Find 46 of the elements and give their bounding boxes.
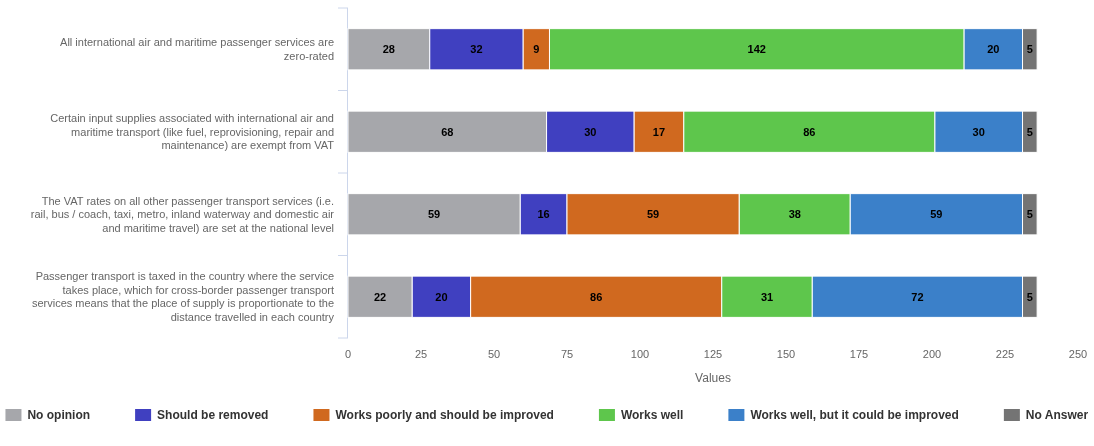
data-label: 31 <box>760 290 774 303</box>
data-label: 22 <box>373 290 387 303</box>
data-label: 28 <box>382 43 396 56</box>
data-label: 5 <box>1026 290 1033 303</box>
data-label: 68 <box>441 125 454 138</box>
x-tick-label: 175 <box>849 348 869 360</box>
data-label: 86 <box>803 125 816 138</box>
data-label: 16 <box>537 208 550 221</box>
y-tick-label: All international air and maritime passenger services are zero-rated <box>60 36 334 62</box>
data-label: 5 <box>1026 43 1033 56</box>
data-label: 38 <box>788 208 801 221</box>
data-label: 59 <box>930 208 943 221</box>
legend-label: No Answer <box>1025 408 1089 423</box>
data-label: 59 <box>428 208 441 221</box>
x-tick-label: 0 <box>344 348 352 360</box>
legend-label: Works well, but it could be improved <box>750 408 959 423</box>
data-label: 59 <box>647 208 660 221</box>
x-tick-label: 225 <box>995 348 1015 360</box>
legend-label: Should be removed <box>157 408 269 423</box>
x-tick-label: 50 <box>487 348 501 360</box>
legend-label: Works well <box>620 408 684 423</box>
data-label: 5 <box>1026 125 1033 138</box>
y-tick-label: Certain input supplies associated with international air and maritime transport (like fuel, reprovisioning, repair and maintenance) are exempt from VAT <box>50 112 335 152</box>
y-tick-label: Passenger transport is taxed in the country where the service takes place, which for cross-border passenger transport services means that the place of supply is proportionate to the distance travelled in each country <box>31 270 335 323</box>
x-tick-label: 125 <box>703 348 723 360</box>
data-label: 9 <box>533 43 540 56</box>
legend-label: Works poorly and should be improved <box>335 408 554 423</box>
data-label: 72 <box>911 290 924 303</box>
x-tick-label: 250 <box>1068 348 1088 360</box>
legend-label: No opinion <box>27 408 91 423</box>
x-tick-label: 150 <box>776 348 796 360</box>
data-label: 86 <box>590 290 603 303</box>
y-tick-label: The VAT rates on all other passenger transport services (i.e. rail, bus / coach, taxi, metro, inland waterway and domestic air and maritime travel) are set at the national level <box>30 194 335 234</box>
x-tick-label: 100 <box>630 348 650 360</box>
data-label: 5 <box>1026 208 1033 221</box>
data-label: 32 <box>470 43 483 56</box>
x-tick-label: 25 <box>414 348 428 360</box>
data-label: 20 <box>987 43 1000 56</box>
data-label: 30 <box>972 125 985 138</box>
x-tick-label: 200 <box>922 348 942 360</box>
data-label: 30 <box>584 125 597 138</box>
x-axis-title: Values <box>695 371 731 385</box>
data-label: 142 <box>747 43 766 56</box>
data-label: 17 <box>652 125 666 138</box>
data-label: 20 <box>435 290 448 303</box>
x-tick-label: 75 <box>560 348 574 360</box>
